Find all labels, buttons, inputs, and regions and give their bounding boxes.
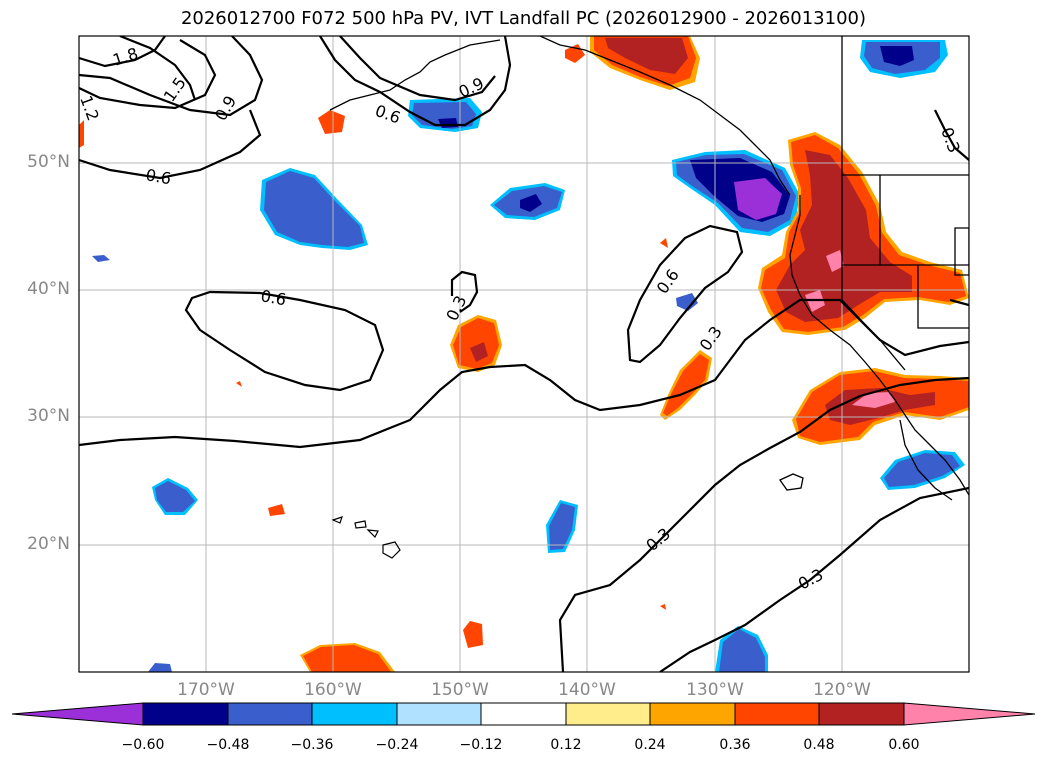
colorbar-extend-low [11, 702, 144, 726]
lon-tick-label: 130°W [686, 680, 744, 700]
plot-area: 1.8 1.5 1.2 0.9 0.9 0.6 0.6 0.6 0.6 0.3 … [76, 36, 969, 672]
contour-1.2 [79, 39, 217, 110]
lat-tick-label: 40°N [27, 279, 70, 299]
contour-label: 0.6 [259, 286, 287, 309]
lat-tick-label: 20°N [27, 534, 70, 554]
plot-frame [78, 35, 970, 673]
contour-0.6-loop-east [626, 224, 744, 364]
contour-0.9 [79, 36, 264, 117]
colorbar-tick-label: 0.12 [550, 737, 582, 753]
colorbar-tick-label: 0.60 [888, 737, 920, 753]
negative-anomaly-shading [92, 40, 965, 672]
colorbar-tick-label: 0.36 [719, 737, 751, 753]
coastlines [329, 36, 969, 501]
lat-tick-label: 30°N [27, 406, 70, 426]
hawaii-islands [331, 516, 401, 559]
contour-0.3-south [558, 376, 969, 672]
contour-label: 1.2 [76, 93, 103, 123]
contour-0.3-north [79, 298, 969, 449]
colorbar-tick-label: 0.48 [803, 737, 835, 753]
lon-tick-label: 120°W [813, 680, 871, 700]
colorbar-tick-label: −0.12 [459, 737, 503, 753]
colorbar-tick-label: −0.60 [121, 737, 165, 753]
lon-tick-label: 140°W [558, 680, 616, 700]
colorbar-tick-label: −0.24 [375, 737, 419, 753]
contour-0.6-loop-west [184, 290, 385, 392]
contour-label: 0.6 [144, 165, 172, 188]
contour-0.3-small [450, 270, 479, 313]
colorbar-tick-label: −0.36 [290, 737, 334, 753]
colorbar-tick-label: −0.48 [206, 737, 250, 753]
map-title: 2026012700 F072 500 hPa PV, IVT Landfall… [180, 8, 867, 29]
pv-contours [79, 36, 969, 672]
contour-1.5 [119, 36, 197, 101]
lat-tick-label: 50°N [27, 152, 70, 172]
lon-tick-label: 150°W [431, 680, 489, 700]
contour-0.6-north [79, 109, 262, 180]
contour-1.8 [79, 36, 166, 68]
graticule [79, 36, 969, 672]
contour-0.3-lower [659, 486, 969, 672]
colorbar-extend-high [903, 702, 1036, 726]
lon-tick-label: 170°W [177, 680, 235, 700]
lon-tick-label: 160°W [304, 680, 362, 700]
colorbar-tick-label: 0.24 [634, 737, 666, 753]
positive-anomaly-shading [79, 36, 969, 672]
colorbar [11, 702, 1036, 726]
